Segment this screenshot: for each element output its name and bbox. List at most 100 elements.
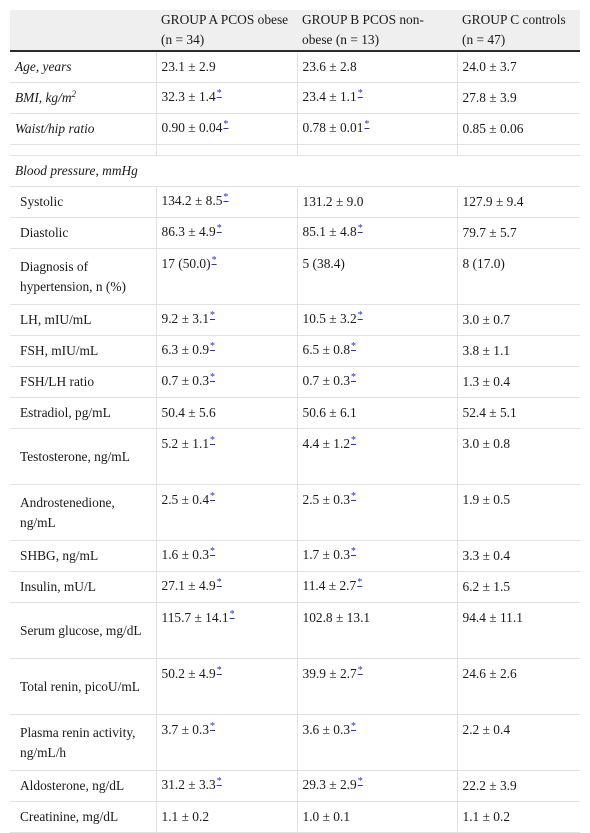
cell-lh-c: 3.0 ± 0.7 (456, 304, 580, 336)
cell-insulin-b: 11.4 ± 2.7* (296, 571, 457, 603)
table-row: Estradiol, pg/mL 50.4 ± 5.6 50.6 ± 6.1 5… (10, 397, 580, 429)
cell-waist-c: 0.85 ± 0.06 (456, 113, 580, 145)
table-row: Insulin, mU/L 27.1 ± 4.9* 11.4 ± 2.7* 6.… (10, 571, 580, 603)
table-row: BMI, kg/m2 32.3 ± 1.4* 23.4 ± 1.1* 27.8 … (10, 82, 580, 114)
significance-marker-link[interactable]: * (351, 435, 357, 446)
cell-testo-a: 5.2 ± 1.1* (155, 428, 297, 485)
section-row: Blood pressure, mmHg (10, 155, 580, 187)
row-label-estradiol: Estradiol, pg/mL (10, 397, 156, 429)
table-row: Waist/hip ratio 0.90 ± 0.04* 0.78 ± 0.01… (10, 113, 580, 145)
row-label-diastolic: Diastolic (10, 217, 156, 249)
cell-hyper-a: 17 (50.0)* (155, 248, 297, 305)
cell-diastolic-c: 79.7 ± 5.7 (456, 217, 580, 249)
cell-testo-c: 3.0 ± 0.8 (456, 428, 580, 485)
table-row: Age, years 23.1 ± 2.9 23.6 ± 2.8 24.0 ± … (10, 51, 580, 83)
significance-marker-link[interactable]: * (351, 341, 357, 352)
section-label-blood-pressure: Blood pressure, mmHg (10, 155, 580, 187)
spacer-row (10, 144, 580, 156)
cell-creat-b: 1.0 ± 0.1 (296, 801, 457, 833)
table-row: LH, mIU/mL 9.2 ± 3.1* 10.5 ± 3.2* 3.0 ± … (10, 304, 580, 336)
cell-waist-a: 0.90 ± 0.04* (155, 113, 297, 145)
cell-pra-c: 2.2 ± 0.4 (456, 714, 580, 771)
header-empty (10, 10, 156, 52)
row-label-hypertension: Diagnosis of hypertension, n (%) (10, 248, 156, 305)
significance-marker-link[interactable]: * (210, 721, 216, 732)
row-label-fsh: FSH, mIU/mL (10, 335, 156, 367)
cell-estradiol-b: 50.6 ± 6.1 (296, 397, 457, 429)
cell-renin-a: 50.2 ± 4.9* (155, 658, 297, 715)
cell-glucose-b: 102.8 ± 13.1 (296, 602, 457, 659)
row-label-bmi: BMI, kg/m2 (10, 82, 156, 114)
cell-shbg-b: 1.7 ± 0.3* (296, 540, 457, 572)
table-row: Diagnosis of hypertension, n (%) 17 (50.… (10, 248, 580, 305)
significance-marker-link[interactable]: * (351, 721, 357, 732)
cell-hyper-b: 5 (38.4) (296, 248, 457, 305)
significance-marker-link[interactable]: * (210, 491, 216, 502)
table-row: Diastolic 86.3 ± 4.9* 85.1 ± 4.8* 79.7 ±… (10, 217, 580, 249)
significance-marker-link[interactable]: * (210, 341, 216, 352)
row-label-fsh-lh: FSH/LH ratio (10, 366, 156, 398)
cell-fshlh-c: 1.3 ± 0.4 (456, 366, 580, 398)
header-group-a: GROUP A PCOS obese (n = 34) (156, 10, 297, 52)
table-header-row: GROUP A PCOS obese (n = 34) GROUP B PCOS… (10, 10, 580, 52)
significance-marker-link[interactable]: * (357, 776, 363, 787)
cell-andro-b: 2.5 ± 0.3* (296, 484, 457, 541)
row-label-insulin: Insulin, mU/L (10, 571, 156, 603)
significance-marker-link[interactable]: * (229, 609, 235, 620)
header-group-c: GROUP C controls (n = 47) (457, 10, 580, 52)
significance-marker-link[interactable]: * (216, 665, 222, 676)
cell-shbg-a: 1.6 ± 0.3* (155, 540, 297, 572)
cell-age-a: 23.1 ± 2.9 (155, 51, 297, 83)
significance-marker-link[interactable]: * (351, 546, 357, 557)
row-label-total-renin: Total renin, picoU/mL (10, 658, 156, 715)
significance-marker-link[interactable]: * (210, 435, 216, 446)
significance-marker-link[interactable]: * (216, 223, 222, 234)
significance-marker-link[interactable]: * (216, 776, 222, 787)
significance-marker-link[interactable]: * (210, 546, 216, 557)
cell-renin-c: 24.6 ± 2.6 (456, 658, 580, 715)
row-label-age: Age, years (10, 51, 156, 83)
significance-marker-link[interactable]: * (223, 119, 229, 130)
significance-marker-link[interactable]: * (210, 372, 216, 383)
cell-pra-b: 3.6 ± 0.3* (296, 714, 457, 771)
significance-marker-link[interactable]: * (351, 372, 357, 383)
cell-bmi-b: 23.4 ± 1.1* (296, 82, 457, 114)
significance-marker-link[interactable]: * (364, 119, 370, 130)
significance-marker-link[interactable]: * (351, 491, 357, 502)
table-row: Systolic 134.2 ± 8.5* 131.2 ± 9.0 127.9 … (10, 186, 580, 218)
row-label-androstenedione: Androstenedione, ng/mL (10, 484, 156, 541)
cell-lh-a: 9.2 ± 3.1* (155, 304, 297, 336)
cell-systolic-b: 131.2 ± 9.0 (296, 186, 457, 218)
cell-andro-a: 2.5 ± 0.4* (155, 484, 297, 541)
cell-creat-a: 1.1 ± 0.2 (155, 801, 297, 833)
cell-estradiol-a: 50.4 ± 5.6 (155, 397, 297, 429)
table-row: Creatinine, mg/dL 1.1 ± 0.2 1.0 ± 0.1 1.… (10, 801, 580, 833)
cell-systolic-c: 127.9 ± 9.4 (456, 186, 580, 218)
cell-bmi-a: 32.3 ± 1.4* (155, 82, 297, 114)
significance-marker-link[interactable]: * (211, 255, 217, 266)
significance-marker-link[interactable]: * (210, 310, 216, 321)
table-row: Aldosterone, ng/dL 31.2 ± 3.3* 29.3 ± 2.… (10, 770, 580, 802)
cell-fsh-a: 6.3 ± 0.9* (155, 335, 297, 367)
significance-marker-link[interactable]: * (357, 577, 363, 588)
significance-marker-link[interactable]: * (357, 665, 363, 676)
row-label-waist: Waist/hip ratio (10, 113, 156, 145)
cell-andro-c: 1.9 ± 0.5 (456, 484, 580, 541)
significance-marker-link[interactable]: * (216, 577, 222, 588)
table-row: Testosterone, ng/mL 5.2 ± 1.1* 4.4 ± 1.2… (10, 428, 580, 485)
significance-marker-link[interactable]: * (223, 192, 229, 203)
cell-bmi-c: 27.8 ± 3.9 (456, 82, 580, 114)
cell-pra-a: 3.7 ± 0.3* (155, 714, 297, 771)
cell-aldo-c: 22.2 ± 3.9 (456, 770, 580, 802)
table-row: FSH, mIU/mL 6.3 ± 0.9* 6.5 ± 0.8* 3.8 ± … (10, 335, 580, 367)
significance-marker-link[interactable]: * (357, 310, 363, 321)
row-label-testosterone: Testosterone, ng/mL (10, 428, 156, 485)
cell-glucose-a: 115.7 ± 14.1* (155, 602, 297, 659)
cell-age-b: 23.6 ± 2.8 (296, 51, 457, 83)
significance-marker-link[interactable]: * (216, 88, 222, 99)
significance-marker-link[interactable]: * (357, 223, 363, 234)
table-row: Serum glucose, mg/dL 115.7 ± 14.1* 102.8… (10, 602, 580, 659)
header-group-b: GROUP B PCOS non-obese (n = 13) (297, 10, 457, 52)
significance-marker-link[interactable]: * (357, 88, 363, 99)
cell-glucose-c: 94.4 ± 11.1 (456, 602, 580, 659)
